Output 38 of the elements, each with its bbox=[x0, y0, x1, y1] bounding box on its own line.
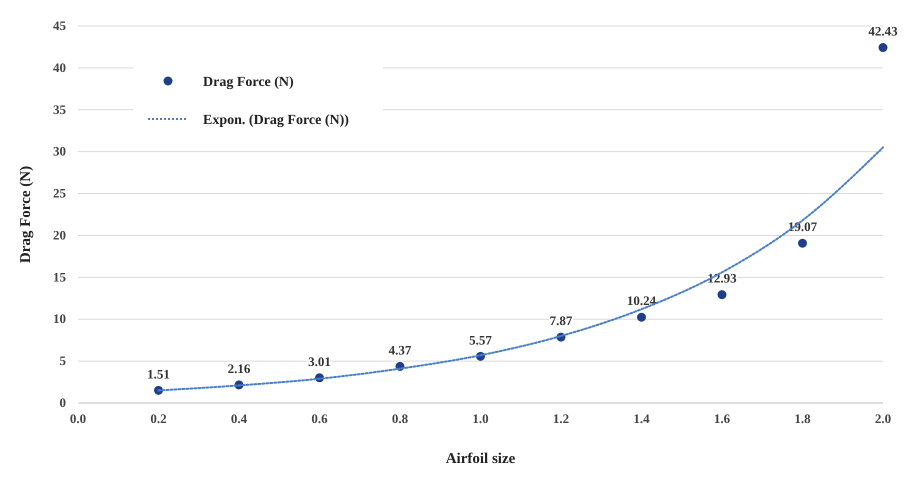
y-tick-label: 20 bbox=[53, 227, 66, 242]
data-label: 3.01 bbox=[308, 354, 331, 369]
x-tick-label: 1.4 bbox=[633, 411, 650, 426]
x-tick-label: 1.6 bbox=[714, 411, 731, 426]
data-label: 2.16 bbox=[228, 360, 251, 376]
x-tick-label: 0.0 bbox=[70, 411, 86, 426]
x-tick-label: 0.4 bbox=[230, 411, 248, 426]
data-label: 7.87 bbox=[550, 313, 573, 328]
x-tick-label: 0.8 bbox=[392, 411, 409, 426]
legend-label: Expon. (Drag Force (N)) bbox=[203, 113, 350, 128]
y-tick-label: 30 bbox=[53, 144, 66, 159]
x-tick-label: 1.2 bbox=[552, 411, 570, 426]
y-tick-label: 35 bbox=[53, 102, 66, 117]
point bbox=[878, 43, 888, 52]
data-label: 1.51 bbox=[147, 366, 170, 382]
point bbox=[637, 312, 646, 322]
y-tick-label: 40 bbox=[53, 60, 66, 75]
data-label: 12.93 bbox=[707, 270, 738, 286]
data-label: 42.43 bbox=[868, 24, 898, 39]
y-tick-label: 25 bbox=[53, 186, 66, 201]
x-tick-label: 0.2 bbox=[150, 411, 167, 426]
y-tick-label: 15 bbox=[53, 269, 66, 284]
data-label: 5.57 bbox=[469, 332, 492, 348]
y-tick-label: 0 bbox=[60, 395, 66, 410]
data-label: 10.24 bbox=[626, 293, 657, 308]
legend-label: Drag Force (N) bbox=[203, 75, 294, 90]
x-tick-label: 1.0 bbox=[472, 411, 489, 426]
point bbox=[798, 238, 807, 248]
point bbox=[718, 290, 726, 300]
x-tick-label: 1.8 bbox=[794, 411, 812, 426]
y-axis-title: Drag Force (N) bbox=[18, 166, 34, 264]
x-axis-title: Airfoil size bbox=[446, 451, 516, 467]
x-tick-label: 2.0 bbox=[874, 411, 892, 426]
y-tick-label: 10 bbox=[53, 311, 66, 326]
y-tick-label: 45 bbox=[53, 18, 66, 33]
y-tick-label: 5 bbox=[60, 353, 66, 368]
data-label: 4.37 bbox=[388, 342, 412, 358]
x-tick-label: 0.6 bbox=[311, 411, 328, 426]
